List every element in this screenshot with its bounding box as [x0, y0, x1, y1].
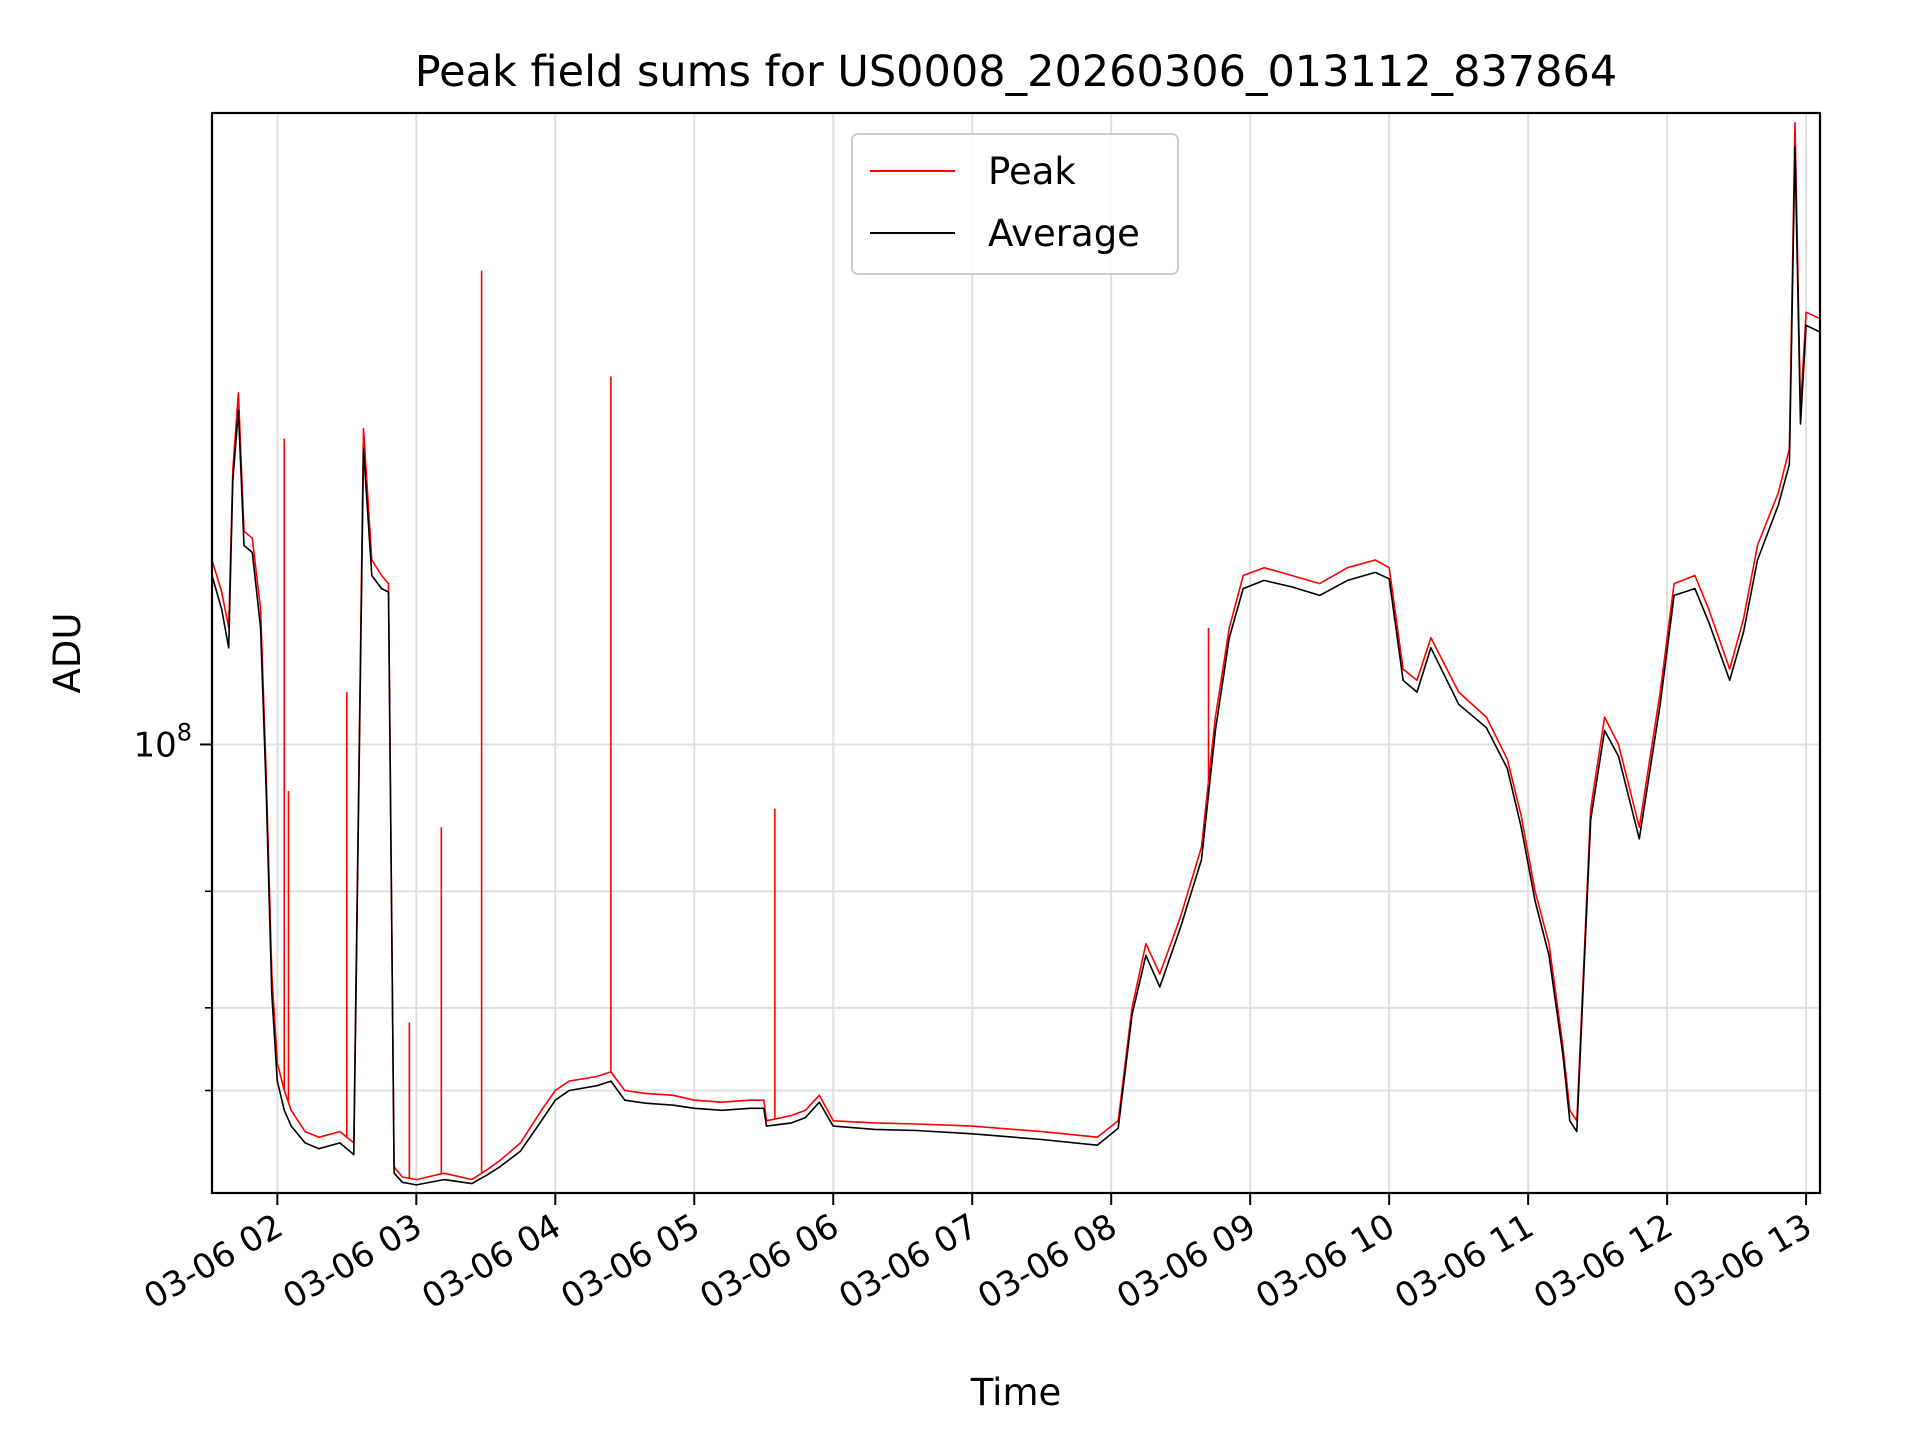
legend: Peak Average	[851, 133, 1179, 275]
series-layer	[212, 121, 1820, 1186]
x-axis-label: Time	[970, 1371, 1062, 1414]
legend-label-average: Average	[988, 212, 1140, 255]
legend-box	[851, 133, 1179, 275]
legend-label-peak: Peak	[988, 150, 1076, 193]
chart-title: Peak field sums for US0008_20260306_0131…	[415, 47, 1618, 97]
series-line-average	[212, 146, 1820, 1186]
series-line-peak	[212, 121, 1820, 1181]
y-tick-label: 108	[133, 718, 192, 765]
plot-frame	[210, 111, 1822, 1195]
y-axis-label: ADU	[46, 613, 89, 694]
